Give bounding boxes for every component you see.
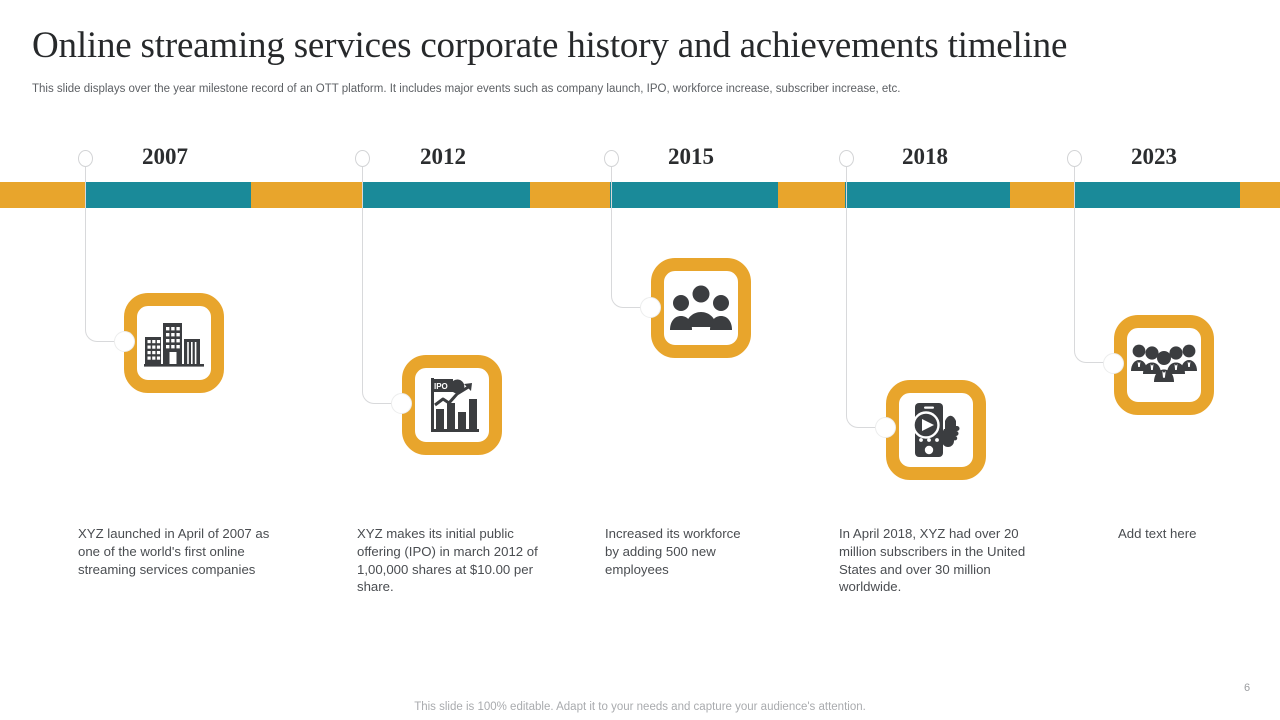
milestone-description-2007: XYZ launched in April of 2007 as one of … bbox=[78, 526, 270, 577]
timeline-node-dot-2012[interactable] bbox=[355, 150, 370, 167]
timeline-bar-segment-8 bbox=[1010, 182, 1075, 208]
timeline-node-dot-2007[interactable] bbox=[78, 150, 93, 167]
timeline-node-dot-2023[interactable] bbox=[1067, 150, 1082, 167]
timeline-bar bbox=[0, 182, 1280, 208]
connector-joint-2018 bbox=[875, 417, 896, 438]
timeline-bar-segment-0 bbox=[0, 182, 85, 208]
page-subtitle: This slide displays over the year milest… bbox=[32, 83, 901, 95]
timeline-node-dot-2015[interactable] bbox=[604, 150, 619, 167]
mobile-streaming-icon bbox=[907, 401, 965, 459]
milestone-icon-tile-2007[interactable] bbox=[124, 293, 224, 393]
year-label-2012: 2012 bbox=[420, 144, 466, 169]
milestone-description-2012: XYZ makes its initial public offering (I… bbox=[357, 526, 538, 595]
timeline-bar-segment-2 bbox=[251, 182, 362, 208]
ipo-chart-icon: IPO bbox=[423, 377, 481, 433]
svg-text:IPO: IPO bbox=[434, 382, 448, 391]
timeline-bar-segment-3 bbox=[362, 182, 530, 208]
timeline-bar-segment-10 bbox=[1240, 182, 1280, 208]
connector-joint-2007 bbox=[114, 331, 135, 352]
connector-elbow-2012 bbox=[362, 167, 394, 404]
crowd-icon bbox=[1131, 343, 1197, 387]
footer-note: This slide is 100% editable. Adapt it to… bbox=[414, 701, 866, 713]
connector-elbow-2007 bbox=[85, 167, 117, 342]
connector-joint-2015 bbox=[640, 297, 661, 318]
milestone-description-2015: Increased its workforce by adding 500 ne… bbox=[605, 526, 741, 577]
year-label-2015: 2015 bbox=[668, 144, 714, 169]
year-label-2007: 2007 bbox=[142, 144, 188, 169]
year-label-2023: 2023 bbox=[1131, 144, 1177, 169]
timeline-node-dot-2018[interactable] bbox=[839, 150, 854, 167]
timeline-bar-segment-4 bbox=[530, 182, 610, 208]
office-building-icon bbox=[144, 317, 204, 369]
timeline-bar-segment-1 bbox=[85, 182, 251, 208]
milestone-description-2023: Add text here bbox=[1118, 526, 1197, 541]
page-title: Online streaming services corporate hist… bbox=[32, 25, 1068, 66]
people-group-icon bbox=[670, 285, 732, 331]
milestone-description-2018: In April 2018, XYZ had over 20 million s… bbox=[839, 526, 1026, 595]
connector-joint-2012 bbox=[391, 393, 412, 414]
page-number: 6 bbox=[1244, 682, 1251, 694]
timeline-bar-segment-7 bbox=[845, 182, 1010, 208]
milestone-icon-tile-2012[interactable]: IPO bbox=[402, 355, 502, 455]
timeline-bar-segment-6 bbox=[778, 182, 845, 208]
milestone-icon-tile-2015[interactable] bbox=[651, 258, 751, 358]
timeline-bar-segment-9 bbox=[1075, 182, 1240, 208]
connector-elbow-2023 bbox=[1074, 167, 1106, 363]
connector-joint-2023 bbox=[1103, 353, 1124, 374]
connector-elbow-2018 bbox=[846, 167, 878, 428]
timeline-bar-segment-5 bbox=[610, 182, 778, 208]
milestone-icon-tile-2018[interactable] bbox=[886, 380, 986, 480]
year-label-2018: 2018 bbox=[902, 144, 948, 169]
milestone-icon-tile-2023[interactable] bbox=[1114, 315, 1214, 415]
connector-elbow-2015 bbox=[611, 167, 643, 308]
